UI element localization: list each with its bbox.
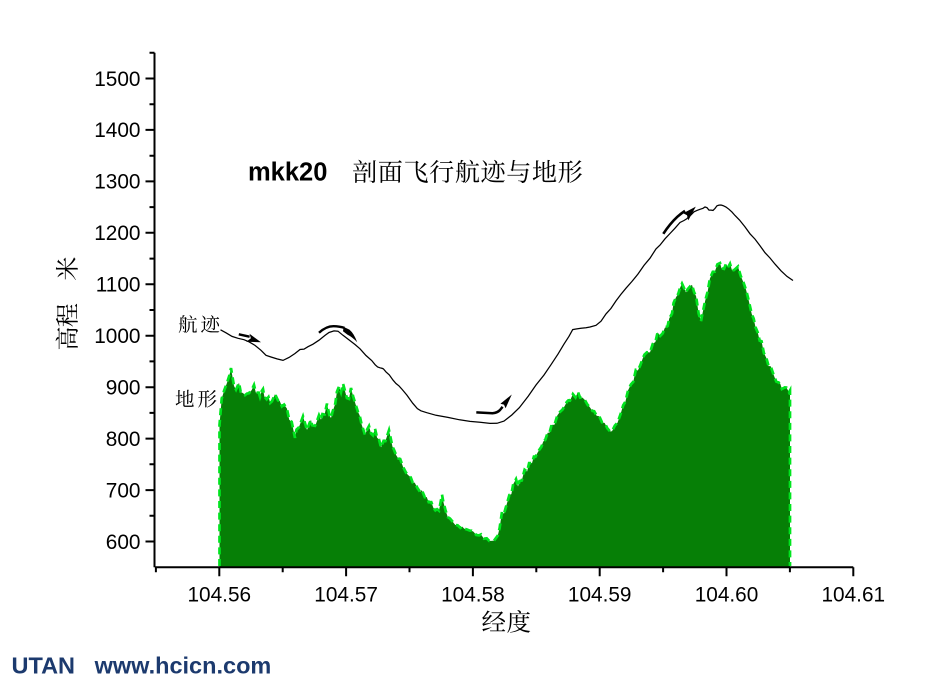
svg-text:UTAN www.hcicn.com: UTAN www.hcicn.com <box>12 653 272 679</box>
svg-text:104.60: 104.60 <box>695 584 759 607</box>
svg-text:1500: 1500 <box>94 68 140 91</box>
svg-text:104.59: 104.59 <box>568 584 632 607</box>
svg-text:104.58: 104.58 <box>441 584 505 607</box>
svg-text:1000: 1000 <box>94 325 140 348</box>
svg-text:104.61: 104.61 <box>821 584 885 607</box>
svg-text:1400: 1400 <box>94 119 140 142</box>
svg-text:104.57: 104.57 <box>314 584 378 607</box>
svg-text:1100: 1100 <box>96 274 141 297</box>
svg-text:mkk20: mkk20 <box>248 159 327 187</box>
svg-text:700: 700 <box>106 479 141 502</box>
svg-text:900: 900 <box>106 377 141 400</box>
svg-text:1200: 1200 <box>94 222 140 245</box>
svg-text:800: 800 <box>106 428 141 451</box>
svg-text:1300: 1300 <box>94 171 140 194</box>
svg-text:104.56: 104.56 <box>187 584 251 607</box>
svg-text:600: 600 <box>106 531 141 554</box>
